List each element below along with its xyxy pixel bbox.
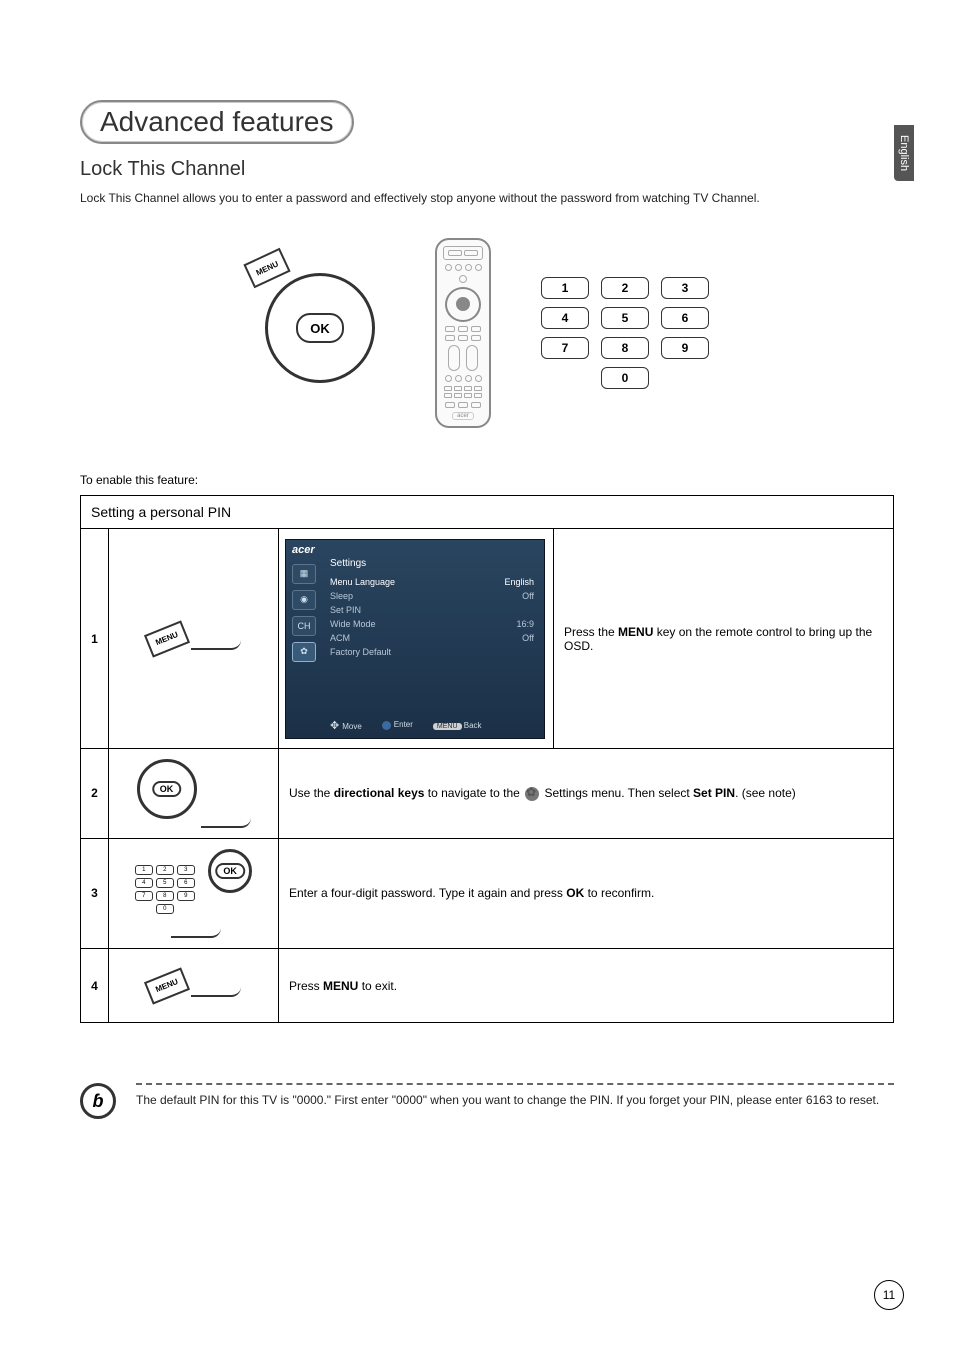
mini-numpad-icon: 123 456 789 0 <box>135 865 195 914</box>
remote-top <box>443 246 483 260</box>
step-image <box>109 749 279 839</box>
dpad-outer-ring: OK <box>265 273 375 383</box>
steps-table: Setting a personal PIN 1 MENU acer ▦ ◉ C… <box>80 495 894 1023</box>
osd-back: MENU Back <box>433 721 482 730</box>
note-body: The default PIN for this TV is "0000." F… <box>136 1083 894 1109</box>
osd-body: Settings Menu LanguageEnglish SleepOff S… <box>330 558 534 659</box>
osd-line: Menu LanguageEnglish <box>330 575 534 589</box>
mini-menu-icon: MENU <box>143 968 189 1005</box>
key-0: 0 <box>601 367 649 389</box>
step-description: Press MENU to exit. <box>279 949 894 1023</box>
osd-line: SleepOff <box>330 589 534 603</box>
remote-grid-a <box>445 326 481 341</box>
mini-menu-icon: MENU <box>143 620 189 657</box>
key-9: 9 <box>661 337 709 359</box>
osd-icon-channel: CH <box>292 616 316 636</box>
step-image: 123 456 789 0 <box>109 838 279 948</box>
hand-icon <box>191 973 241 997</box>
remote-dots-2 <box>445 375 482 382</box>
remote-ring <box>445 287 481 322</box>
section-title: Advanced features <box>80 100 354 144</box>
table-header: Setting a personal PIN <box>81 496 894 529</box>
step-description: Enter a four-digit password. Type it aga… <box>279 838 894 948</box>
step-number: 4 <box>81 949 109 1023</box>
step-image: MENU <box>109 949 279 1023</box>
osd-footer: ✥Move Enter MENU Back <box>330 719 534 732</box>
hand-icon <box>191 626 241 650</box>
numpad-illustration: 1 2 3 4 5 6 7 8 9 0 <box>541 277 709 389</box>
table-row: 3 123 456 789 0 Enter a four-digit passw… <box>81 838 894 948</box>
key-4: 4 <box>541 307 589 329</box>
side-language-tab: English <box>894 125 914 181</box>
remote-grid-c <box>445 402 481 408</box>
dpad-illustration: MENU OK <box>265 273 385 393</box>
hand-icon <box>171 914 221 938</box>
dpad-ok-button: OK <box>296 313 344 343</box>
key-6: 6 <box>661 307 709 329</box>
remote-grid-b <box>444 386 482 398</box>
osd-screenshot: acer ▦ ◉ CH ✿ Settings Menu LanguageEngl… <box>285 539 545 739</box>
remote-brand: acer <box>452 412 474 420</box>
key-5: 5 <box>601 307 649 329</box>
osd-line: Wide Mode16:9 <box>330 617 534 631</box>
osd-left-icons: ▦ ◉ CH ✿ <box>292 564 322 662</box>
enable-feature-text: To enable this feature: <box>80 473 894 487</box>
mini-ok-icon <box>208 849 252 893</box>
remote-illustration: acer <box>435 238 491 428</box>
table-row: 2 Use the directional keys to navigate t… <box>81 749 894 839</box>
osd-enter: Enter <box>382 720 413 729</box>
hand-icon <box>201 804 251 828</box>
osd-screenshot-cell: acer ▦ ◉ CH ✿ Settings Menu LanguageEngl… <box>279 529 554 749</box>
osd-brand: acer <box>292 544 315 556</box>
key-2: 2 <box>601 277 649 299</box>
note-area: ɓ The default PIN for this TV is "0000."… <box>80 1083 894 1119</box>
remote-dot <box>459 275 467 283</box>
dashed-divider <box>136 1083 894 1085</box>
osd-icon-settings: ✿ <box>292 642 316 662</box>
osd-icon-picture: ▦ <box>292 564 316 584</box>
step-description: Use the directional keys to navigate to … <box>279 749 894 839</box>
page-number: 11 <box>874 1280 904 1310</box>
step-number: 1 <box>81 529 109 749</box>
gear-icon <box>525 787 539 801</box>
remote-pills <box>448 345 478 371</box>
key-7: 7 <box>541 337 589 359</box>
step-description: Press the MENU key on the remote control… <box>554 529 894 749</box>
note-icon: ɓ <box>80 1083 116 1119</box>
osd-line: Factory Default <box>330 645 534 659</box>
osd-title: Settings <box>330 558 534 569</box>
step-number: 2 <box>81 749 109 839</box>
menu-flag: MENU <box>243 248 290 288</box>
table-row: 4 MENU Press MENU to exit. <box>81 949 894 1023</box>
table-row: 1 MENU acer ▦ ◉ CH ✿ Settings Menu Langu… <box>81 529 894 749</box>
step-image: MENU <box>109 529 279 749</box>
mini-ok-icon <box>137 759 197 819</box>
step-number: 3 <box>81 838 109 948</box>
intro-text: Lock This Channel allows you to enter a … <box>80 191 894 205</box>
osd-line: Set PIN <box>330 603 534 617</box>
osd-line: ACMOff <box>330 631 534 645</box>
osd-icon-audio: ◉ <box>292 590 316 610</box>
remote-dots <box>445 264 482 271</box>
osd-move: ✥Move <box>330 719 362 732</box>
key-8: 8 <box>601 337 649 359</box>
illustration-row: MENU OK acer 1 2 3 4 5 6 7 8 9 0 <box>80 233 894 433</box>
sub-heading: Lock This Channel <box>80 158 894 181</box>
key-3: 3 <box>661 277 709 299</box>
note-text: The default PIN for this TV is "0000." F… <box>136 1091 894 1109</box>
key-1: 1 <box>541 277 589 299</box>
